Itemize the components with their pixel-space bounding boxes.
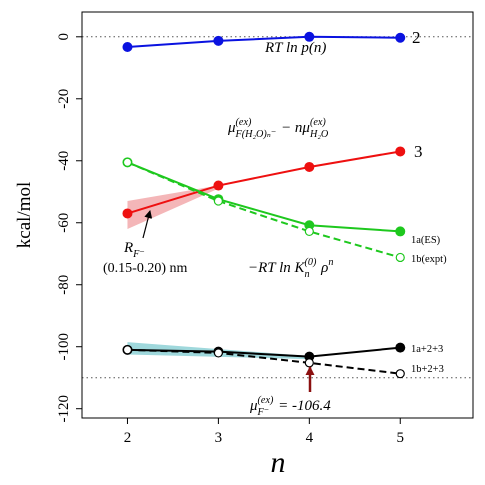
y-axis-label: kcal/mol bbox=[14, 182, 35, 248]
data-point bbox=[395, 146, 406, 157]
annotation-part: F(H₂O)ₙ⁻ bbox=[235, 129, 277, 140]
y-tick-label: -60 bbox=[56, 213, 72, 233]
annotation-part: R bbox=[123, 240, 133, 256]
annotation-part: − nμ bbox=[277, 120, 310, 136]
annotation-part: F⁻ bbox=[257, 407, 270, 418]
annotation-part: F⁻ bbox=[132, 249, 145, 260]
data-point bbox=[213, 348, 223, 358]
data-point bbox=[213, 180, 224, 191]
series-line bbox=[127, 161, 401, 259]
data-point bbox=[395, 342, 406, 353]
uncertainty-band bbox=[127, 185, 219, 229]
annotation: μ(ex) F(H₂O)ₙ⁻ − nμ(ex) H₂O bbox=[227, 117, 329, 140]
annotation-part: (0) bbox=[305, 257, 317, 268]
data-point bbox=[395, 226, 406, 237]
x-tick-label: 3 bbox=[215, 430, 223, 446]
annotation-part: 1b(expt) bbox=[411, 254, 447, 265]
annotation-part: (ex) bbox=[258, 395, 274, 406]
annotation: 1a+2+3 bbox=[411, 344, 443, 355]
y-tick-label: 0 bbox=[56, 33, 72, 41]
annotation-part: 1a+2+3 bbox=[411, 344, 443, 355]
data-point bbox=[395, 252, 405, 263]
series-line bbox=[127, 150, 401, 215]
arrow bbox=[142, 210, 153, 239]
annotation-part: 3 bbox=[414, 142, 423, 161]
data-point bbox=[395, 32, 406, 43]
annotation: μ(ex) F⁻ = -106.4 bbox=[249, 395, 331, 418]
annotation-part: H₂O bbox=[309, 129, 329, 140]
data-point bbox=[122, 208, 133, 219]
data-point bbox=[122, 42, 133, 53]
x-tick-label: 4 bbox=[306, 430, 314, 446]
annotation: RT ln p(n) bbox=[264, 40, 326, 56]
annotation: 2 bbox=[412, 28, 421, 47]
annotation-part: μ bbox=[227, 120, 236, 136]
x-tick-label: 2 bbox=[124, 430, 132, 446]
x-tick-label: 5 bbox=[397, 430, 405, 446]
annotation-part: ρ bbox=[317, 260, 328, 276]
data-point bbox=[122, 157, 133, 167]
annotation-part: (ex) bbox=[310, 117, 326, 128]
annotation: (0.15-0.20) nm bbox=[103, 261, 187, 276]
annotation: RF⁻ bbox=[123, 240, 145, 260]
annotation: 1b(expt) bbox=[411, 254, 447, 265]
y-tick-label: -40 bbox=[56, 151, 72, 171]
data-point bbox=[213, 35, 224, 46]
y-tick-label: -80 bbox=[56, 275, 72, 295]
annotation-part: n bbox=[328, 257, 333, 268]
x-axis-label: n bbox=[271, 446, 286, 479]
annotation-part: (ex) bbox=[236, 117, 252, 128]
annotation-part: RT ln p(n) bbox=[264, 40, 326, 56]
annotation-part: 2 bbox=[412, 28, 421, 47]
y-tick-label: -120 bbox=[56, 395, 72, 423]
data-point bbox=[304, 31, 315, 42]
series-line bbox=[127, 348, 401, 375]
y-tick-label: -100 bbox=[56, 333, 72, 361]
data-point bbox=[395, 369, 405, 379]
annotation-part: 1a(ES) bbox=[411, 235, 441, 246]
data-point bbox=[213, 196, 223, 206]
annotation: 1b+2+3 bbox=[411, 364, 444, 375]
annotation: 1a(ES) bbox=[411, 235, 441, 246]
data-point bbox=[304, 358, 314, 368]
y-tick-label: -20 bbox=[56, 89, 72, 109]
annotation: −RT ln K(0) n ρn bbox=[248, 257, 333, 280]
annotation-part: (0.15-0.20) nm bbox=[103, 261, 187, 276]
data-point bbox=[304, 161, 315, 172]
annotation: 3 bbox=[414, 142, 423, 161]
annotation-part: μ bbox=[249, 398, 258, 414]
annotation-part: 1b+2+3 bbox=[411, 364, 444, 375]
annotation-part: −RT ln K bbox=[248, 260, 306, 276]
series-line bbox=[127, 35, 401, 49]
plot-area: 0 -20 -40 -60 -80 -100 -120 2 3 4 5 bbox=[56, 31, 473, 446]
plot-frame bbox=[81, 11, 474, 419]
data-point bbox=[122, 345, 133, 355]
annotation-part: = -106.4 bbox=[274, 398, 331, 414]
annotation-part: n bbox=[305, 269, 310, 280]
data-point bbox=[304, 226, 314, 237]
